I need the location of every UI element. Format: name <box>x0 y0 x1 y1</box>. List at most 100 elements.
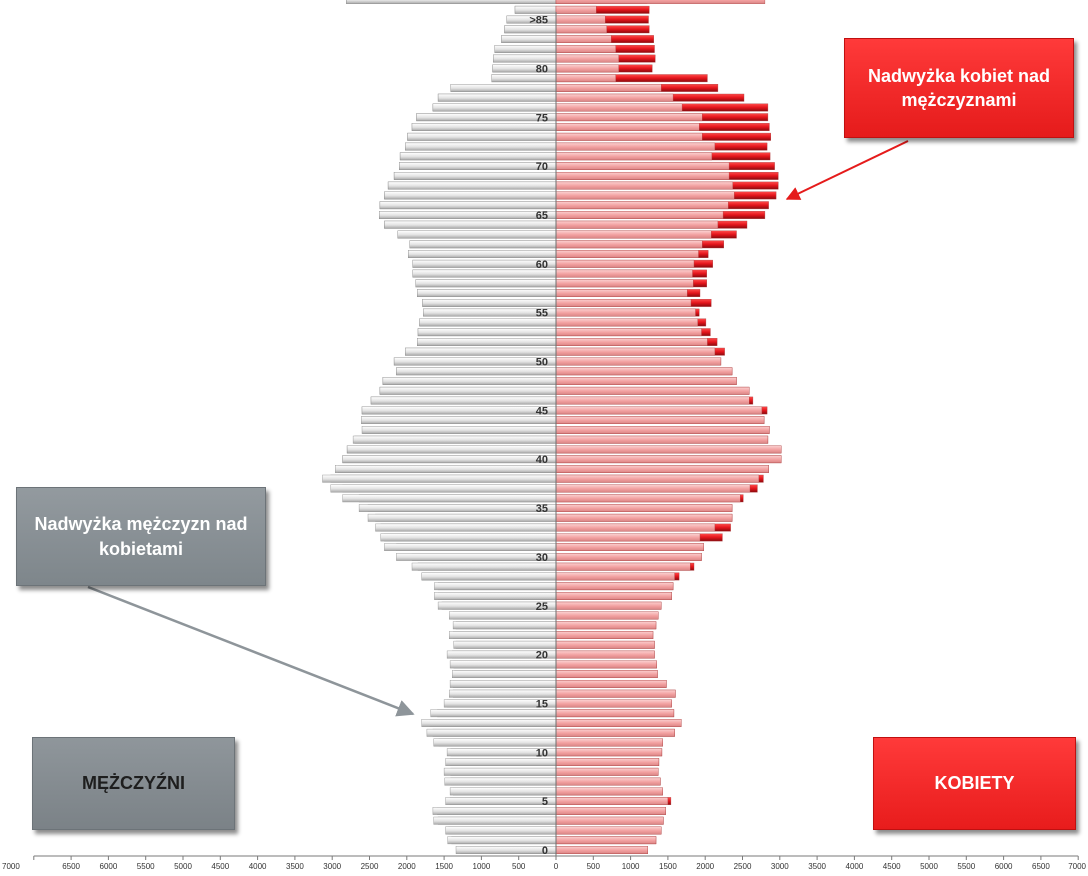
male-base-bar <box>426 728 557 737</box>
x-tick-label: 4000 <box>249 862 267 871</box>
male-side-label: MĘŻCZYŹNI <box>32 737 235 830</box>
x-tick-label: 2500 <box>734 862 752 871</box>
x-tick-label: 1000 <box>622 862 640 871</box>
female-base-bar <box>555 533 701 542</box>
female-base-bar <box>555 74 616 83</box>
x-tick-label: 3500 <box>808 862 826 871</box>
male-base-bar <box>422 299 557 307</box>
female-base-bar <box>555 670 658 679</box>
male-base-bar <box>449 631 557 640</box>
x-tick-label: 5000 <box>920 862 938 871</box>
x-tick-label: 500 <box>512 862 526 871</box>
female-base-bar <box>555 709 675 718</box>
female-base-bar <box>555 640 655 649</box>
x-tick-label: 5500 <box>137 862 155 871</box>
male-base-bar <box>443 767 557 776</box>
male-base-bar <box>409 240 557 249</box>
male-base-bar <box>432 103 557 112</box>
female-base-bar <box>555 719 682 727</box>
female-base-bar <box>555 328 702 337</box>
female-base-bar <box>555 601 662 610</box>
female-base-bar <box>555 230 712 239</box>
y-tick-label: 60 <box>536 259 548 271</box>
male-base-bar <box>384 543 557 552</box>
female-base-bar <box>555 338 708 346</box>
female-base-bar <box>555 347 716 356</box>
female-base-bar <box>555 201 729 210</box>
x-tick-label: 3500 <box>286 862 304 871</box>
female-base-bar <box>555 318 698 327</box>
female-base-bar <box>555 728 675 737</box>
male-base-bar <box>415 279 557 288</box>
x-tick-label: 6500 <box>62 862 80 871</box>
male-base-bar <box>407 132 557 141</box>
male-base-bar <box>501 35 557 44</box>
male-base-bar <box>412 269 557 278</box>
male-base-bar <box>405 142 557 151</box>
y-tick-label: 35 <box>536 503 548 515</box>
male-base-bar <box>379 386 557 395</box>
female-base-bar <box>555 513 733 522</box>
female-base-bar <box>555 181 734 190</box>
female-base-bar <box>555 54 619 63</box>
female-base-bar <box>555 767 659 776</box>
male-base-bar <box>417 289 557 297</box>
x-tick-label: 3000 <box>771 862 789 871</box>
female-base-bar <box>555 396 750 405</box>
x-tick-label: 1000 <box>473 862 491 871</box>
male-base-bar <box>453 640 557 649</box>
male-base-bar <box>393 171 557 180</box>
female-base-bar <box>555 562 691 571</box>
female-base-bar <box>555 816 664 825</box>
x-tick-label: 5000 <box>174 862 192 871</box>
female-base-bar <box>555 836 657 845</box>
x-tick-label: 5500 <box>957 862 975 871</box>
male-base-bar <box>387 181 557 190</box>
female-base-bar <box>555 777 661 786</box>
female-excess-callout: Nadwyżka kobiet nad mężczyznami <box>844 38 1074 138</box>
female-base-bar <box>555 93 674 102</box>
male-base-bar <box>335 465 557 473</box>
male-base-bar <box>346 0 557 4</box>
female-base-bar <box>555 113 703 122</box>
female-base-bar <box>555 465 769 473</box>
male-excess-callout: Nadwyżka mężczyzn nad kobietami <box>16 487 266 586</box>
female-base-bar <box>555 572 675 581</box>
female-base-bar <box>555 142 716 151</box>
male-base-bar <box>361 416 557 424</box>
female-base-bar <box>555 650 655 659</box>
male-base-bar <box>494 45 557 53</box>
x-tick-label: 7000 <box>2 862 20 871</box>
male-base-bar <box>514 5 557 14</box>
female-base-bar <box>555 45 616 53</box>
female-base-bar <box>555 220 719 229</box>
male-base-bar <box>396 553 557 561</box>
male-base-bar <box>393 357 557 366</box>
female-base-bar <box>555 171 730 180</box>
y-tick-labels: 0 5 10 15 20 25 30 35 40 45 50 55 60 65 70 75 80 >85 <box>529 15 548 857</box>
male-base-bar <box>434 582 557 591</box>
y-tick-label: 10 <box>536 747 548 759</box>
x-tick-label: 4500 <box>883 862 901 871</box>
y-tick-label: 40 <box>536 454 548 466</box>
male-base-bar <box>449 660 557 669</box>
female-base-bar <box>555 406 763 415</box>
x-tick-label: 4000 <box>846 862 864 871</box>
x-tick-label: 2500 <box>361 862 379 871</box>
male-base-bar <box>445 797 557 806</box>
female-base-bar <box>555 377 737 385</box>
male-base-bar <box>379 211 557 219</box>
female-base-bar <box>555 191 735 200</box>
female-base-bar <box>555 357 722 366</box>
male-base-bar <box>449 680 557 688</box>
y-tick-label: 20 <box>536 650 548 662</box>
male-base-bar <box>411 123 557 131</box>
y-tick-label: 75 <box>536 112 548 124</box>
male-base-bar <box>430 709 557 718</box>
female-base-bar <box>555 152 713 161</box>
x-tick-label: 4500 <box>211 862 229 871</box>
female-base-bar <box>555 494 741 503</box>
female-base-bar <box>555 259 695 268</box>
